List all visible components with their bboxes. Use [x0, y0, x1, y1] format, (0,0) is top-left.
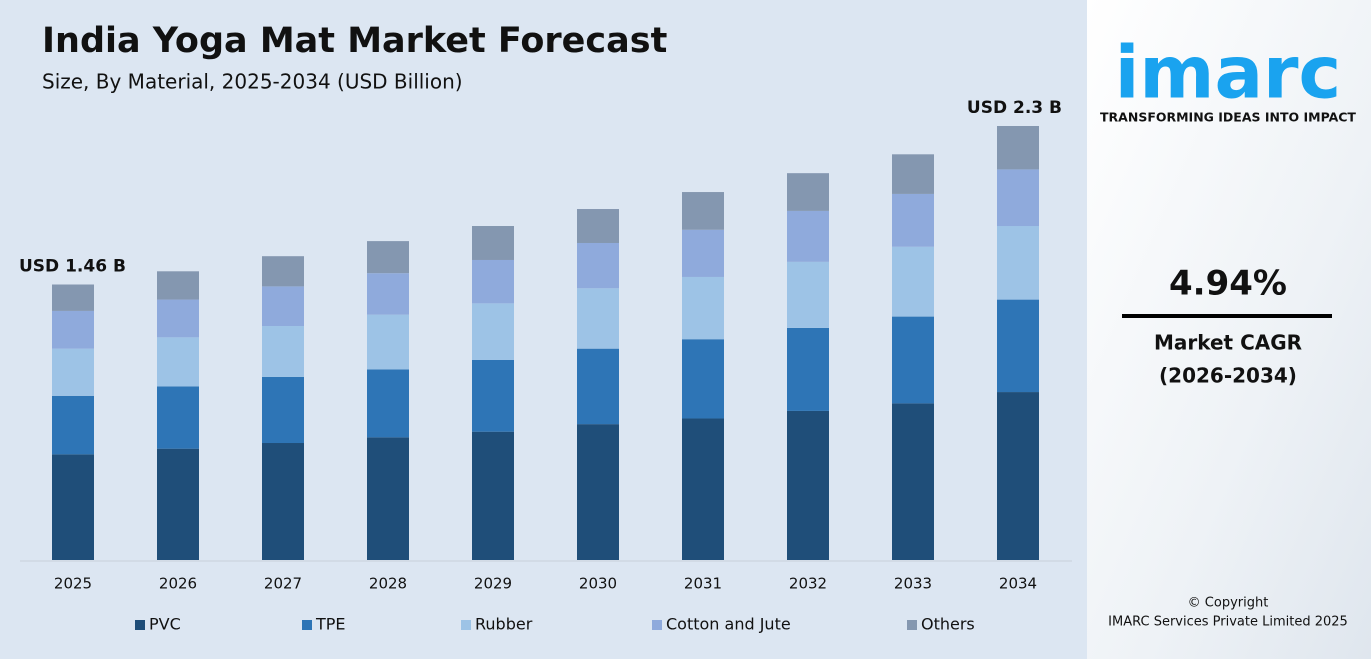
bar-segment	[367, 241, 409, 274]
x-tick-label: 2034	[999, 575, 1037, 593]
bar-segment	[262, 256, 304, 287]
x-tick-label: 2026	[159, 575, 197, 593]
legend-swatch	[135, 620, 145, 630]
bar-segment	[997, 126, 1039, 170]
bar-segment	[997, 392, 1039, 560]
bar-segment	[997, 299, 1039, 393]
bar-segment	[472, 226, 514, 260]
bar-segment	[472, 303, 514, 360]
bar-segment	[52, 454, 94, 560]
bar-segment	[157, 337, 199, 387]
bar-segment	[787, 410, 829, 560]
x-tick-label: 2032	[789, 575, 827, 593]
x-tick-label: 2033	[894, 575, 932, 593]
bar-segment	[52, 348, 94, 396]
tagline: TRANSFORMING IDEAS INTO IMPACT	[1100, 110, 1356, 125]
bar-segment	[682, 229, 724, 277]
company: IMARC Services Private Limited 2025	[1108, 615, 1348, 630]
bar-segment	[577, 348, 619, 425]
bar-segment	[682, 418, 724, 560]
x-tick-label: 2027	[264, 575, 302, 593]
legend-label: PVC	[149, 615, 181, 634]
bar-segment	[367, 437, 409, 560]
bar-segment	[892, 193, 934, 247]
bar-segment	[892, 154, 934, 194]
legend-swatch	[652, 620, 662, 630]
bar-segment	[682, 276, 724, 340]
legend-label: TPE	[315, 615, 346, 634]
bar-segment	[262, 286, 304, 327]
bar-segment	[52, 395, 94, 455]
bar-segment	[52, 310, 94, 349]
bar-segment	[997, 169, 1039, 227]
annotation: USD 2.3 B	[967, 98, 1062, 118]
bar-segment	[472, 259, 514, 304]
bar-segment	[367, 369, 409, 438]
bar-segment	[577, 288, 619, 349]
bar-segment	[787, 261, 829, 328]
bar-segment	[577, 209, 619, 243]
legend-swatch	[907, 620, 917, 630]
bar-segment	[577, 242, 619, 289]
bar-segment	[892, 316, 934, 404]
bar-segment	[787, 327, 829, 411]
bar-segment	[157, 448, 199, 560]
chart-subtitle: Size, By Material, 2025-2034 (USD Billio…	[42, 70, 463, 94]
legend-swatch	[302, 620, 312, 630]
bar-segment	[892, 246, 934, 317]
bar-segment	[787, 210, 829, 262]
chart-title: India Yoga Mat Market Forecast	[42, 21, 667, 61]
bar-segment	[682, 339, 724, 419]
cagr-value: 4.94%	[1169, 264, 1287, 304]
bar-segment	[682, 192, 724, 230]
bar-segment	[262, 326, 304, 377]
bar-segment	[472, 359, 514, 432]
x-tick-label: 2025	[54, 575, 92, 593]
bar-segment	[787, 173, 829, 211]
x-tick-label: 2028	[369, 575, 407, 593]
legend-swatch	[461, 620, 471, 630]
bar-segment	[577, 424, 619, 560]
annotation: USD 1.46 B	[19, 257, 126, 277]
bar-segment	[262, 443, 304, 560]
bar-segment	[157, 386, 199, 449]
bar-segment	[262, 376, 304, 444]
cagr-label: Market CAGR	[1154, 331, 1302, 355]
x-tick-label: 2029	[474, 575, 512, 593]
bar-segment	[52, 284, 94, 311]
legend-label: Rubber	[475, 615, 533, 634]
bar-segment	[367, 273, 409, 315]
bar-segment	[157, 271, 199, 300]
copyright: © Copyright	[1188, 596, 1269, 611]
bar-segment	[892, 403, 934, 560]
bar-segment	[472, 431, 514, 560]
bar-segment	[997, 226, 1039, 300]
x-tick-label: 2030	[579, 575, 617, 593]
legend-label: Others	[921, 615, 975, 634]
cagr-period: (2026-2034)	[1159, 364, 1297, 388]
legend-label: Cotton and Jute	[666, 615, 791, 634]
bar-segment	[157, 299, 199, 338]
logo: imarc	[1115, 31, 1341, 115]
side-panel	[1087, 0, 1371, 659]
x-tick-label: 2031	[684, 575, 722, 593]
bar-segment	[367, 314, 409, 370]
